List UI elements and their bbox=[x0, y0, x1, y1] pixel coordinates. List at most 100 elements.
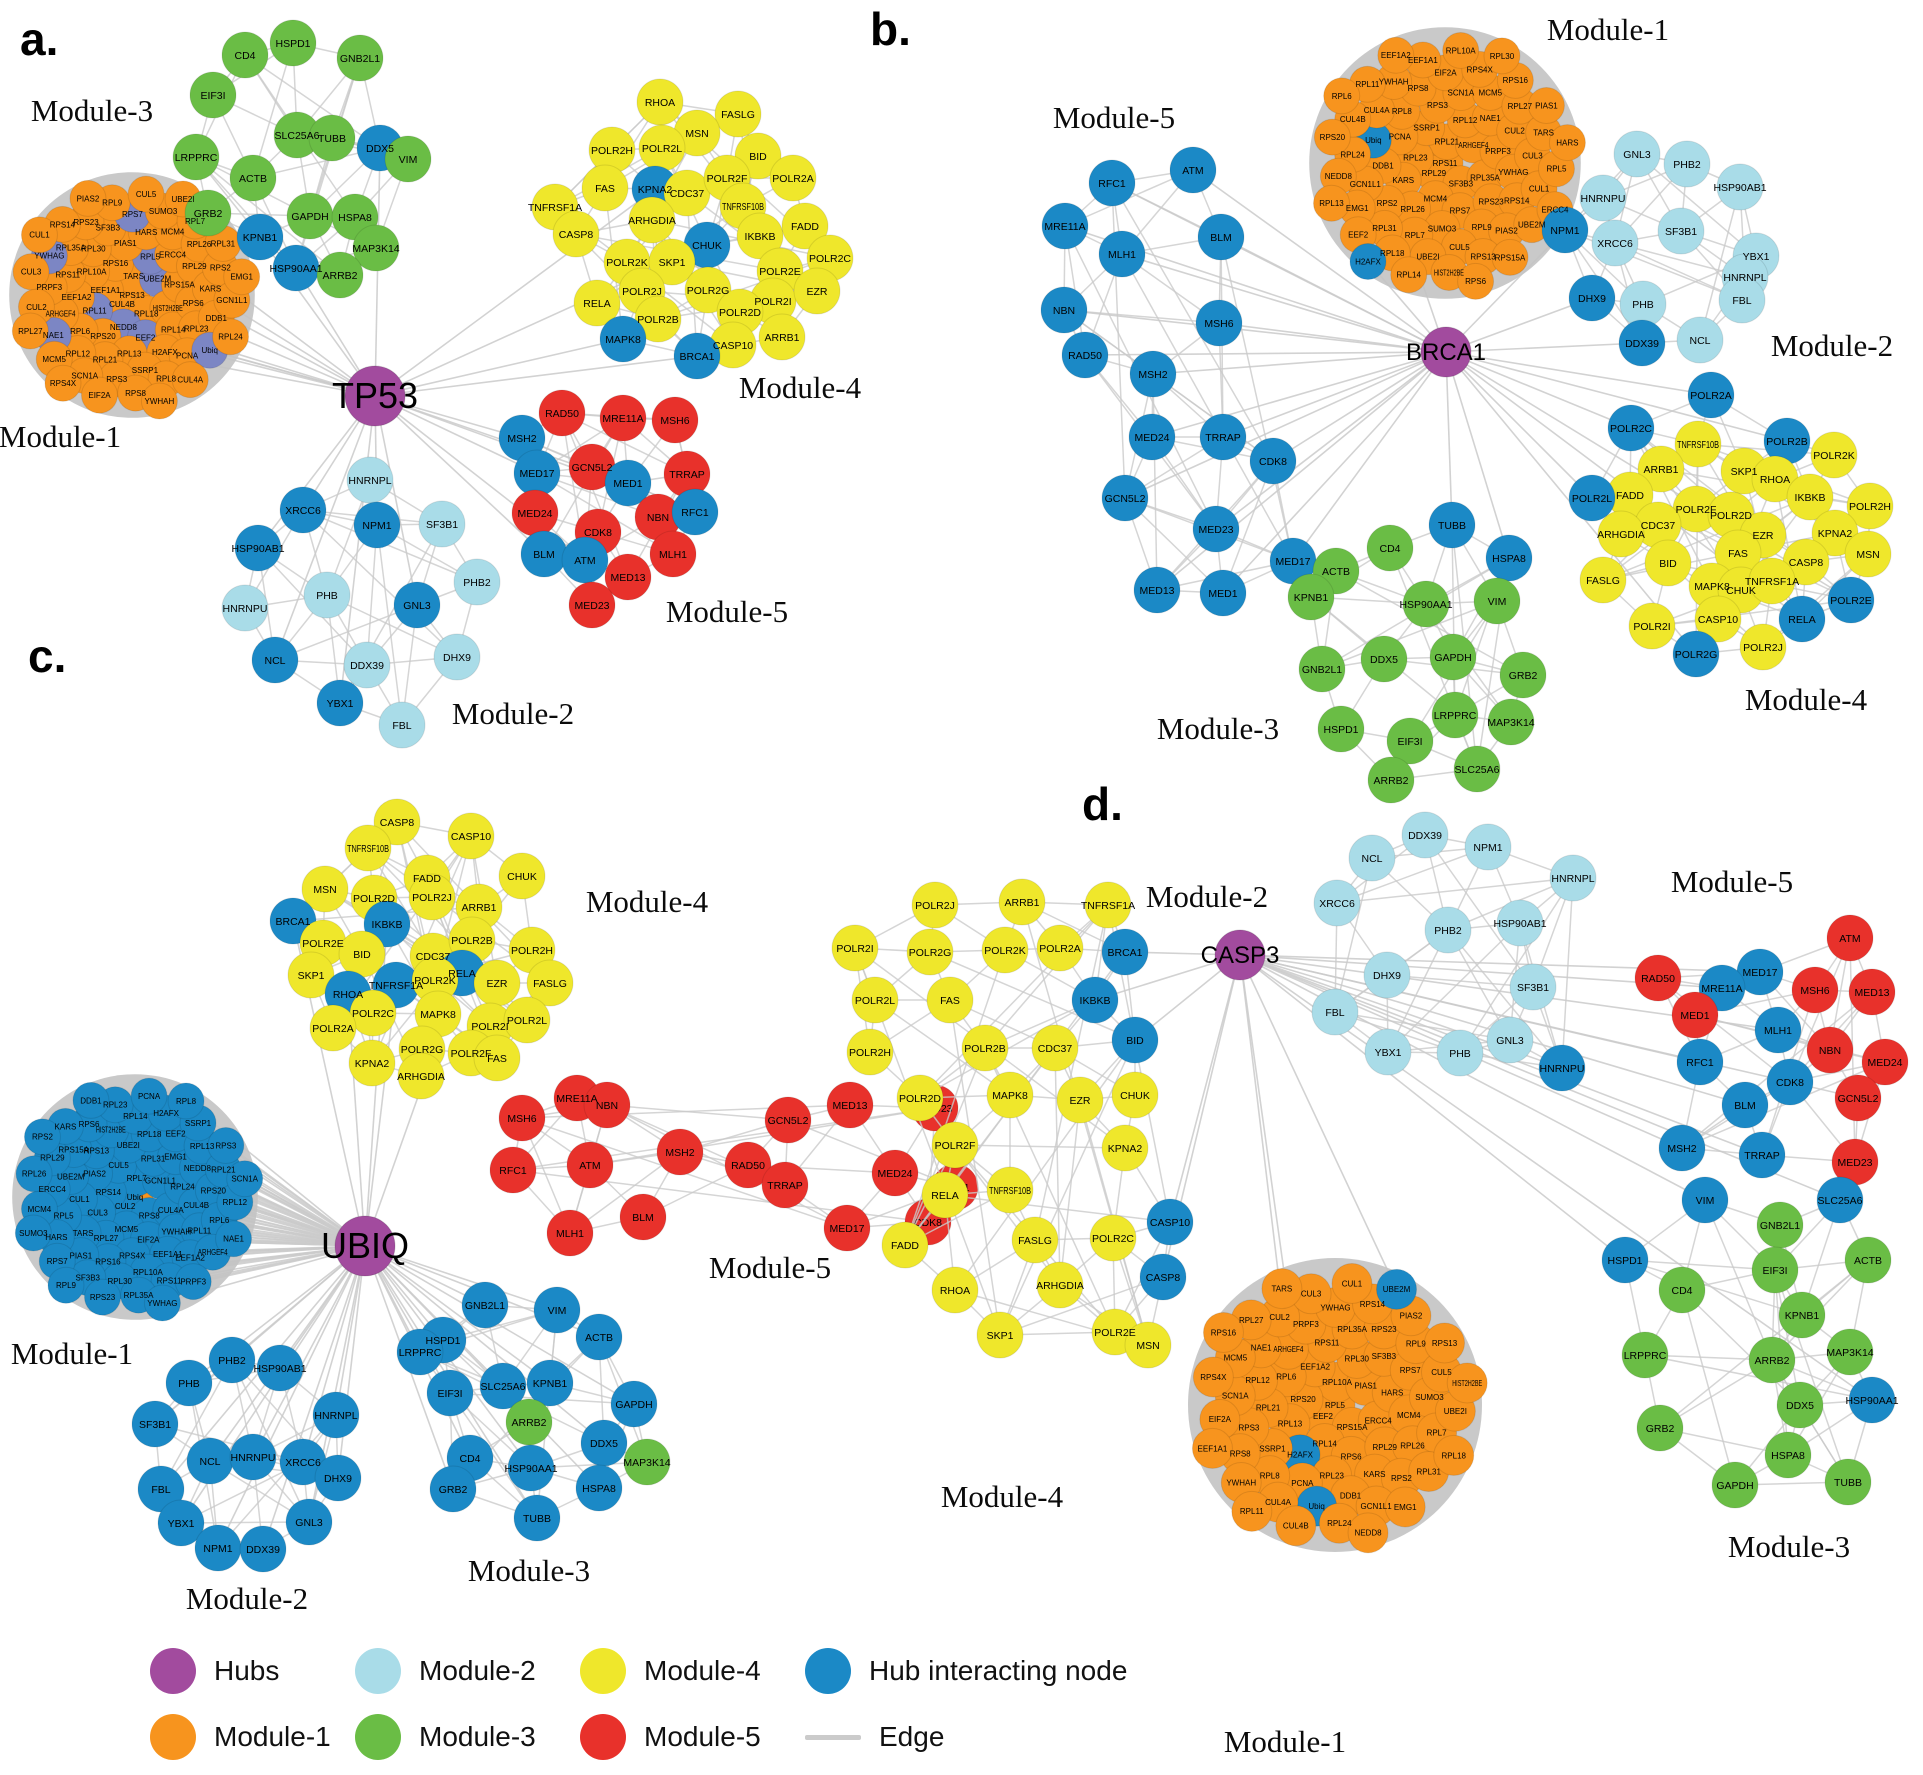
node-RELA bbox=[1778, 595, 1826, 643]
node-label-KPNA2: KPNA2 bbox=[1818, 528, 1853, 540]
node-label-CUL2: CUL2 bbox=[26, 303, 47, 312]
node-POLR2A bbox=[1036, 924, 1084, 972]
node-MRE11A bbox=[599, 394, 647, 442]
node-label-DDX39: DDX39 bbox=[1408, 830, 1442, 842]
node-label-CUL1: CUL1 bbox=[1342, 1279, 1363, 1288]
node-EIF3I bbox=[1386, 717, 1434, 765]
node-label-UBE2I: UBE2I bbox=[171, 195, 194, 204]
node-YBX1 bbox=[157, 1499, 205, 1547]
node-NAE1 bbox=[215, 1220, 253, 1258]
node-label-EIF2A: EIF2A bbox=[137, 1236, 160, 1245]
node-DHX9 bbox=[314, 1454, 362, 1502]
node-FASLG bbox=[714, 90, 762, 138]
node-MED13 bbox=[604, 553, 652, 601]
node-label-SSRP1: SSRP1 bbox=[1259, 1444, 1286, 1453]
node-label-SKP1: SKP1 bbox=[1731, 466, 1758, 478]
node-CHUK bbox=[498, 852, 546, 900]
node-label-PIAS2: PIAS2 bbox=[1400, 1312, 1423, 1321]
node-label-YWHAH: YWHAH bbox=[1379, 77, 1409, 86]
node-label-SUMO3: SUMO3 bbox=[1415, 1393, 1444, 1402]
hub-edge bbox=[374, 147, 381, 397]
module-label-Module-4: Module-4 bbox=[941, 1479, 1064, 1514]
node-label-BRCA1: BRCA1 bbox=[1107, 947, 1142, 959]
node-label-RPL29: RPL29 bbox=[40, 1154, 65, 1163]
node-POLR2K bbox=[1810, 431, 1858, 479]
node-RFC1 bbox=[671, 488, 719, 536]
node-label-RPS4X: RPS4X bbox=[119, 1252, 146, 1261]
node-label-SCN1A: SCN1A bbox=[71, 371, 98, 380]
node-label-POLR2H: POLR2H bbox=[1849, 501, 1891, 513]
node-PHB bbox=[1436, 1029, 1484, 1077]
node-label-FASLG: FASLG bbox=[1018, 1235, 1052, 1247]
node-label-ARRB2: ARRB2 bbox=[511, 1417, 546, 1429]
node-DDX39 bbox=[239, 1525, 287, 1573]
node-label-FADD: FADD bbox=[891, 1240, 919, 1252]
legend-label: Edge bbox=[879, 1721, 945, 1752]
node-label-CASP10: CASP10 bbox=[1150, 1217, 1190, 1229]
node-label-EMG1: EMG1 bbox=[1394, 1503, 1417, 1512]
node-label-CUL4B: CUL4B bbox=[183, 1201, 209, 1210]
edge bbox=[1624, 1259, 1776, 1271]
node-label-CDC37: CDC37 bbox=[670, 188, 705, 200]
node-label-RPL23: RPL23 bbox=[1319, 1472, 1344, 1481]
hub-edge bbox=[1445, 297, 1593, 353]
legend-item-module-4: Module-4 bbox=[580, 1648, 805, 1694]
node-PHB2 bbox=[208, 1336, 256, 1384]
node-label-KPNB1: KPNB1 bbox=[533, 1378, 568, 1390]
node-HSPA8 bbox=[1485, 534, 1533, 582]
edge bbox=[1451, 524, 1456, 716]
node-label-DHX9: DHX9 bbox=[1373, 970, 1401, 982]
hub-edge bbox=[1151, 351, 1447, 438]
node-label-RPL30: RPL30 bbox=[1490, 52, 1515, 61]
node-label-RELA: RELA bbox=[448, 968, 475, 980]
node-KPNB1 bbox=[236, 213, 284, 261]
node-EEF1A2 bbox=[1377, 36, 1415, 74]
hubs-swatch bbox=[150, 1648, 196, 1694]
node-label-MCM4: MCM4 bbox=[161, 228, 185, 237]
node-label-POLR2I: POLR2I bbox=[754, 296, 791, 308]
node-label-EIF3I: EIF3I bbox=[1762, 1265, 1787, 1277]
node-label-MAP3K14: MAP3K14 bbox=[623, 1457, 670, 1469]
node-label-KARS: KARS bbox=[55, 1122, 77, 1131]
node-label-MRE11A: MRE11A bbox=[556, 1093, 597, 1105]
node-label-CDC37: CDC37 bbox=[1641, 520, 1676, 532]
node-H2AFX bbox=[1349, 242, 1387, 280]
edge bbox=[561, 412, 688, 475]
node-MAP3K14 bbox=[1826, 1328, 1874, 1376]
node-label-EEF1A2: EEF1A2 bbox=[1300, 1363, 1330, 1372]
edge bbox=[366, 524, 378, 666]
node-ARRB1 bbox=[1637, 445, 1685, 493]
node-label-HSP90AA1: HSP90AA1 bbox=[269, 263, 322, 275]
node-label-POLR2F: POLR2F bbox=[707, 173, 748, 185]
node-RPS20 bbox=[1313, 118, 1351, 156]
node-label-TARS: TARS bbox=[73, 1229, 94, 1238]
node-label-GCN5L2: GCN5L2 bbox=[572, 462, 613, 474]
node-FBL bbox=[378, 701, 426, 749]
node-label-ARHGEF4: ARHGEF4 bbox=[1273, 1345, 1303, 1354]
node-label-DDX5: DDX5 bbox=[1786, 1400, 1814, 1412]
node-label-MRE11A: MRE11A bbox=[1044, 221, 1085, 233]
edge bbox=[1704, 1199, 1773, 1361]
node-POLR2J bbox=[911, 881, 959, 929]
node-label-SUMO3: SUMO3 bbox=[1428, 224, 1457, 233]
node-label-MSN: MSN bbox=[313, 884, 336, 896]
node-label-ARRB1: ARRB1 bbox=[764, 332, 799, 344]
node-label-PCNA: PCNA bbox=[1389, 133, 1412, 142]
node-label-HSP90AB1: HSP90AB1 bbox=[1713, 182, 1766, 194]
node-label-RPL24: RPL24 bbox=[218, 333, 243, 342]
node-label-HARS: HARS bbox=[1381, 1388, 1403, 1397]
node-label-RPL18: RPL18 bbox=[134, 309, 159, 318]
node-label-EIF3I: EIF3I bbox=[200, 90, 225, 102]
node-label-EEF1A1: EEF1A1 bbox=[1408, 56, 1438, 65]
module-label-Module-2: Module-2 bbox=[1771, 328, 1893, 363]
node-label-EEF1A2: EEF1A2 bbox=[175, 1254, 205, 1263]
edge bbox=[449, 1392, 538, 1519]
node-KPNA2 bbox=[1101, 1124, 1149, 1172]
hub-interacting-node-swatch bbox=[805, 1648, 851, 1694]
edge bbox=[302, 509, 478, 583]
node-label-NCL: NCL bbox=[199, 1456, 220, 1468]
edge bbox=[1459, 877, 1574, 1054]
node-label-RPL29: RPL29 bbox=[1372, 1443, 1397, 1452]
node-label-LRPPRC: LRPPRC bbox=[1624, 1350, 1667, 1362]
node-VIM bbox=[1473, 577, 1521, 625]
